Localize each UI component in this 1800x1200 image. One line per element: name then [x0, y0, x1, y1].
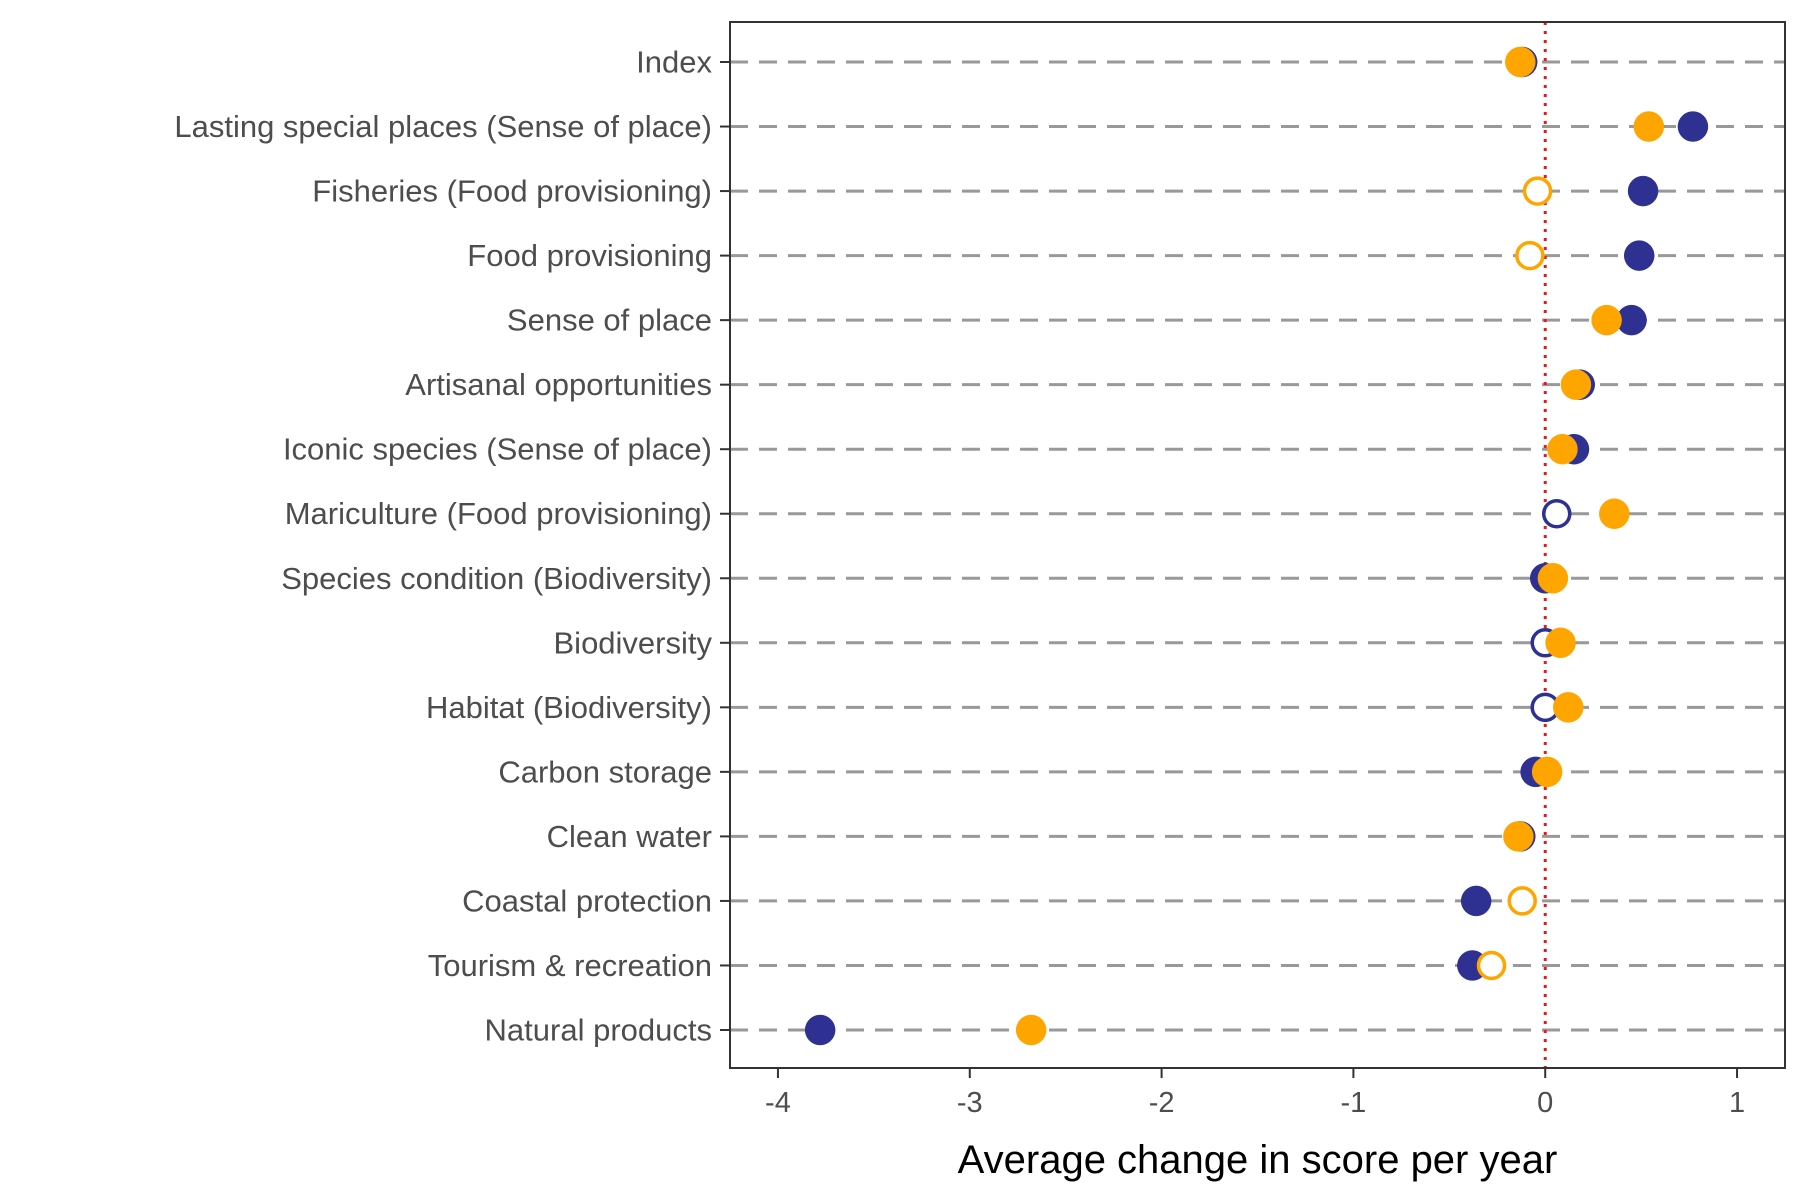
y-tick-label: Natural products: [485, 1013, 712, 1048]
y-tick-label: Lasting special places (Sense of place): [174, 109, 712, 144]
y-tick-label: Coastal protection: [462, 883, 712, 918]
data-point: [1599, 498, 1630, 529]
y-tick-label: Index: [636, 45, 712, 80]
y-tick-label: Iconic species (Sense of place): [283, 432, 712, 467]
data-points: [804, 46, 1709, 1046]
x-tick-label: -2: [1149, 1087, 1175, 1119]
y-tick-label: Tourism & recreation: [428, 948, 712, 983]
x-tick-label: -3: [957, 1087, 983, 1119]
data-point: [1547, 433, 1578, 465]
x-tick-label: 0: [1537, 1087, 1553, 1119]
data-point: [1531, 756, 1563, 788]
data-point: [1627, 175, 1659, 207]
data-point: [1623, 240, 1655, 271]
y-tick-label: Food provisioning: [467, 238, 712, 273]
data-point: [1515, 240, 1545, 271]
data-point: [1505, 46, 1536, 78]
data-point: [1560, 369, 1592, 400]
x-axis: -4 -3 -2 -1 0 1: [765, 1068, 1745, 1119]
plot-panel-border: [729, 21, 1786, 1069]
data-point: [804, 1014, 836, 1046]
x-axis-title: Average change in score per year: [958, 1138, 1558, 1182]
y-tick-label: Clean water: [547, 819, 712, 854]
data-point: [1537, 563, 1569, 594]
x-tick-label: 1: [1729, 1087, 1745, 1119]
data-point: [1507, 886, 1537, 916]
data-point: [1015, 1014, 1047, 1046]
y-tick-label: Species condition (Biodiversity): [281, 561, 712, 596]
y-tick-label: Sense of place: [507, 303, 712, 338]
y-tick-label: Biodiversity: [554, 625, 713, 660]
data-point: [1503, 821, 1534, 852]
y-axis: Index Lasting special places (Sense of pl…: [174, 45, 730, 1048]
y-tick-label: Carbon storage: [498, 754, 712, 789]
y-tick-label: Habitat (Biodiversity): [426, 690, 712, 725]
y-tick-label: Mariculture (Food provisioning): [285, 496, 712, 531]
data-point: [1552, 692, 1584, 723]
x-tick-label: -1: [1341, 1087, 1367, 1119]
data-point: [1633, 111, 1665, 142]
y-tick-label: Fisheries (Food provisioning): [312, 174, 712, 209]
data-point: [1677, 111, 1709, 142]
gridlines: [730, 60, 1785, 1032]
data-point: [1476, 950, 1507, 981]
data-point: [1591, 304, 1622, 336]
data-point: [1541, 498, 1572, 529]
data-point: [1460, 885, 1492, 917]
y-tick-label: Artisanal opportunities: [405, 367, 712, 402]
x-tick-label: -4: [765, 1087, 791, 1119]
data-point: [1545, 627, 1576, 659]
data-point: [1522, 176, 1553, 206]
